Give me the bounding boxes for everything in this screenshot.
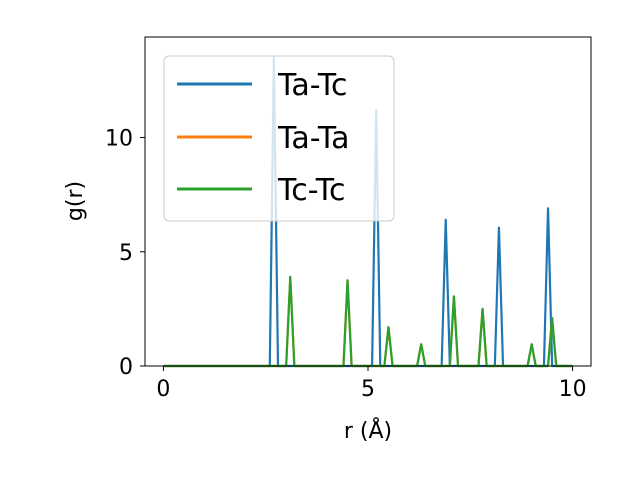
y-axis-ticks: 0 5 10: [105, 127, 145, 380]
x-tick-label: 5: [361, 377, 375, 402]
legend-label-tc-tc: Tc-Tc: [277, 173, 346, 208]
x-tick-label: 10: [559, 377, 587, 402]
legend: Ta-Tc Ta-Ta Tc-Tc: [163, 55, 395, 222]
legend-label-ta-ta: Ta-Ta: [277, 121, 350, 156]
series-line-tc-tc: [163, 275, 573, 368]
y-tick-label: 5: [119, 241, 133, 266]
x-axis-ticks: 0 5 10: [156, 366, 587, 402]
legend-box: [163, 55, 395, 222]
legend-label-ta-tc: Ta-Tc: [277, 68, 348, 103]
x-tick-label: 0: [156, 377, 170, 402]
y-tick-label: 10: [105, 127, 133, 152]
series-line-ta-ta: [163, 275, 573, 368]
y-tick-label: 0: [119, 355, 133, 380]
y-axis-label: g(r): [63, 181, 88, 221]
x-axis-label: r (Å): [344, 417, 392, 444]
